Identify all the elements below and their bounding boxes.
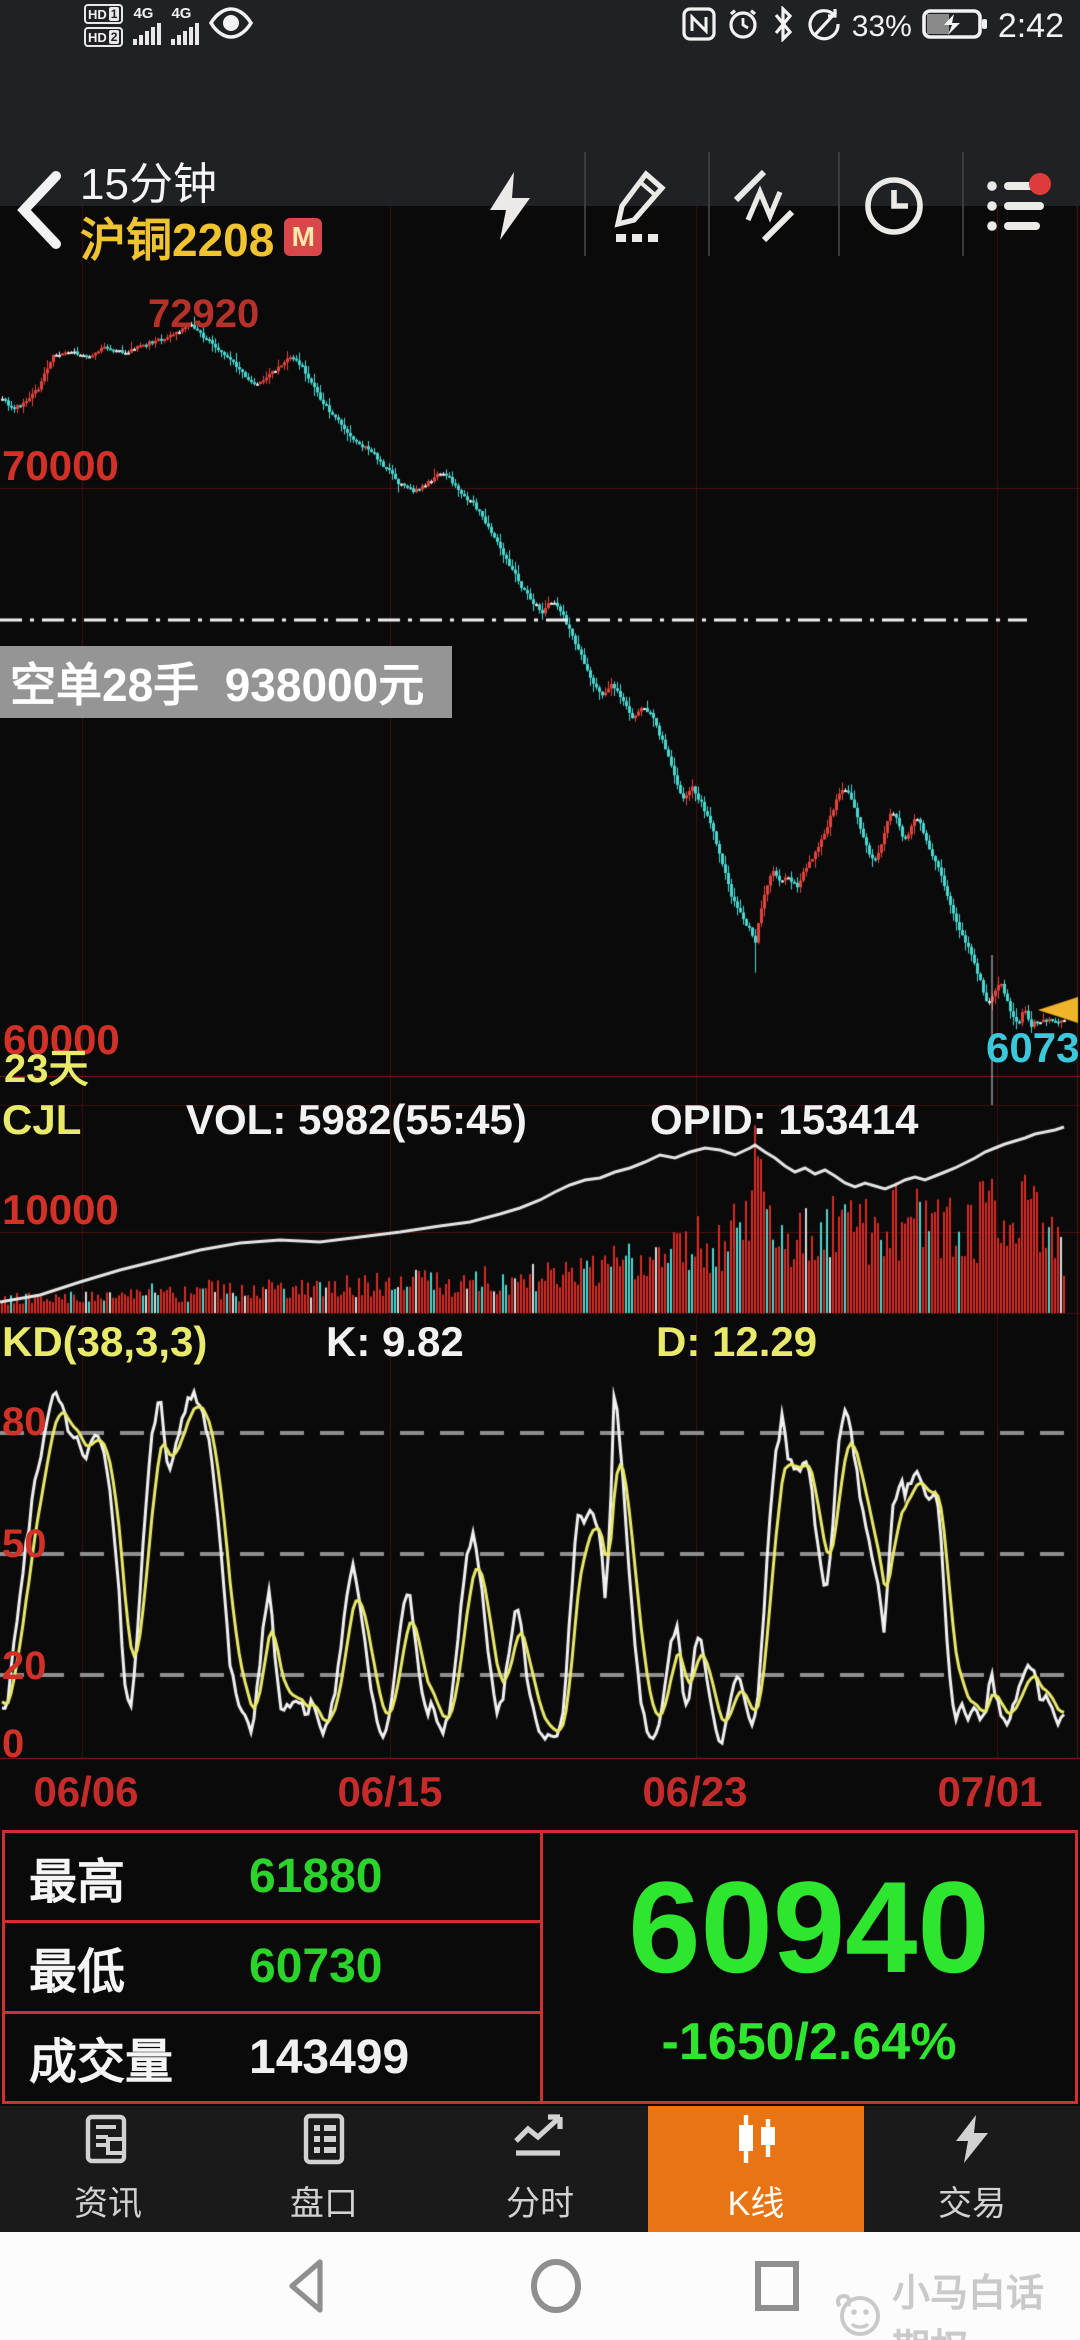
android-recents-button[interactable] [752, 2258, 802, 2319]
orderbook-icon [298, 2113, 350, 2170]
draw-pencil-icon [610, 168, 670, 249]
instrument-name: 沪铜2208 [80, 214, 275, 266]
main-contract-badge: M [284, 218, 323, 256]
tab-label: 资讯 [74, 2185, 142, 2223]
battery-percent: 33% [851, 9, 912, 43]
tab-label: 交易 [938, 2185, 1006, 2223]
signal-bars-icon [171, 23, 200, 45]
cjl-indicator-label[interactable]: CJL [2, 1096, 82, 1143]
compare-button[interactable] [716, 160, 812, 256]
kd-axis-20: 20 [2, 1644, 47, 1688]
compare-lines-icon [732, 168, 796, 249]
chart-header: 15分钟 沪铜2208 M [0, 56, 1080, 266]
hd2-badge: HD 2 [84, 27, 124, 47]
alarm-icon [726, 7, 760, 46]
watermark-text: 小马白话期权 [892, 2273, 1045, 2340]
system-nav-bar: 小马白话期权 [0, 2232, 1080, 2340]
d-value-label: D: 12.29 [656, 1318, 818, 1365]
timeshare-icon [512, 2113, 568, 2170]
tab-orderbook[interactable]: 盘口 [216, 2106, 432, 2232]
date-tick: 06/06 [33, 1768, 139, 1815]
draw-button[interactable] [592, 160, 688, 256]
tab-label: 盘口 [290, 2185, 358, 2223]
tab-label: 分时 [506, 2185, 574, 2223]
clock-time: 2:42 [997, 7, 1064, 45]
history-button[interactable] [846, 160, 942, 256]
android-back-button[interactable] [282, 2258, 332, 2319]
tab-trade[interactable]: 交易 [864, 2106, 1080, 2232]
battery-charging-icon [922, 7, 988, 46]
price-grid-label-70000: 70000 [2, 442, 119, 489]
sync-disabled-icon [806, 6, 842, 47]
date-tick: 06/23 [642, 1768, 748, 1815]
k-value-label: K: 9.82 [326, 1318, 464, 1365]
swing-high-label: 72920 [148, 292, 260, 336]
timeframe-label[interactable]: 15分钟 [80, 160, 217, 209]
top-bar: HD 1 HD 2 4G 4G [0, 0, 1080, 266]
signal-1: 4G [133, 6, 162, 45]
trade-bolt-icon [952, 2113, 992, 2170]
quick-trade-button[interactable] [462, 160, 558, 256]
android-home-button[interactable] [528, 2258, 584, 2319]
tab-news[interactable]: 资讯 [0, 2106, 216, 2232]
history-clock-icon [862, 174, 926, 243]
stat-value: 60730 [249, 1940, 383, 1994]
visible-days-label: 23天 [4, 1047, 89, 1091]
quote-row-low: 最低 60730 [5, 1923, 540, 2014]
status-right: 33% 2:42 [682, 5, 1064, 47]
tab-label: K线 [727, 2185, 785, 2223]
quote-row-high: 最高 61880 [5, 1833, 540, 1924]
tab-timeshare[interactable]: 分时 [432, 2106, 648, 2232]
indicator-list-button[interactable] [970, 160, 1066, 256]
date-tick: 07/01 [937, 1768, 1043, 1815]
price-grid-label-60000: 60000 [3, 1016, 120, 1063]
signal-bars-icon [133, 23, 162, 45]
watermark-logo [832, 2292, 884, 2340]
instrument-title: 沪铜2208 M [80, 204, 323, 270]
kline-icon [730, 2113, 782, 2170]
stat-label: 最高 [29, 1855, 126, 1909]
price-change: -1650/2.64% [661, 2013, 957, 2071]
watermark: 小马白话期权 [832, 2262, 1080, 2340]
news-icon [82, 2113, 134, 2170]
vol-grid-label-10000: 10000 [2, 1186, 119, 1233]
stat-label: 最低 [29, 1945, 126, 1999]
indicator-list-icon [984, 172, 1052, 245]
last-price: 60940 [628, 1854, 990, 2000]
vol-value-label: VOL: 5982(55:45) [186, 1096, 527, 1143]
quote-row-volume: 成交量 143499 [5, 2014, 540, 2101]
hd1-badge: HD 1 [84, 4, 124, 24]
kd-axis-0: 0 [2, 1722, 25, 1766]
signal-2: 4G [171, 6, 200, 45]
position-label[interactable]: 空单28手 938000元 [0, 646, 453, 718]
date-tick: 06/15 [337, 1768, 443, 1815]
kline-chart-canvas[interactable] [0, 206, 1080, 1770]
quote-stats: 最高 61880 最低 60730 成交量 143499 [5, 1833, 543, 2101]
kd-indicator-label[interactable]: KD(38,3,3) [2, 1318, 208, 1365]
eye-icon [209, 6, 254, 45]
kd-axis-80: 80 [2, 1400, 47, 1444]
stat-label: 成交量 [29, 2036, 174, 2090]
low-price-label: 60730 [986, 1024, 1080, 1071]
bluetooth-icon [770, 5, 796, 47]
kd-axis-50: 50 [2, 1522, 47, 1566]
bottom-nav: 资讯 盘口 分时 K线 交易 [0, 2106, 1080, 2232]
status-left: HD 1 HD 2 4G 4G [84, 4, 254, 47]
quote-panel: 最高 61880 最低 60730 成交量 143499 60940 -1650… [2, 1830, 1078, 2104]
opid-value-label: OPID: 153414 [650, 1096, 919, 1143]
hd-badges: HD 1 HD 2 [84, 4, 124, 47]
stat-value: 61880 [249, 1850, 383, 1904]
tab-kline[interactable]: K线 [648, 2106, 864, 2232]
quote-last: 60940 -1650/2.64% [543, 1833, 1075, 2101]
status-bar: HD 1 HD 2 4G 4G [0, 0, 1080, 56]
stat-value: 143499 [249, 2030, 410, 2084]
nfc-icon [682, 7, 716, 46]
lightning-icon [484, 170, 536, 247]
back-button[interactable] [8, 168, 68, 252]
